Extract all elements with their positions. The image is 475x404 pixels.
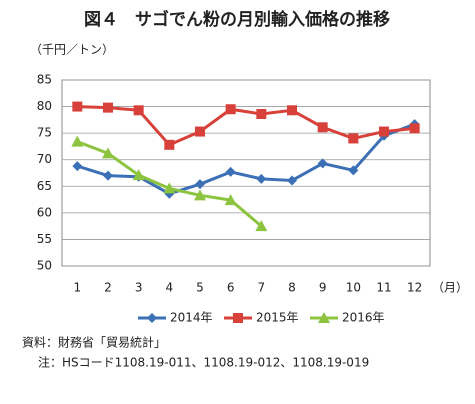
marker — [71, 135, 84, 147]
note: 注：HSコード1108.19-011、1108.19-012、1108.19-0… — [38, 355, 369, 370]
series-line — [76, 122, 416, 196]
note: 資料：財務省「貿易統計」 — [22, 335, 166, 350]
x-tick-label: 5 — [196, 281, 204, 295]
marker — [195, 126, 205, 137]
y-tick-label: 55 — [37, 232, 52, 246]
x-tick-label: 10 — [346, 281, 361, 295]
marker — [348, 133, 359, 144]
marker — [72, 161, 83, 172]
x-tick-label: 6 — [227, 281, 235, 295]
x-tick-label: 12 — [407, 281, 422, 295]
marker — [348, 165, 359, 176]
marker — [317, 122, 328, 133]
y-tick-label: 65 — [37, 179, 52, 193]
x-tick-label: 3 — [135, 281, 143, 295]
legend-label: 2015年 — [256, 311, 299, 325]
marker — [163, 182, 176, 194]
marker — [256, 109, 267, 120]
chart-title: 図４ サゴでん粉の月別輸入価格の推移 — [84, 9, 390, 30]
marker — [102, 147, 114, 159]
marker — [225, 104, 236, 115]
marker — [103, 170, 113, 181]
x-tick-label: 9 — [319, 281, 327, 295]
x-tick-label: 1 — [74, 281, 82, 295]
x-tick-label: 8 — [288, 281, 296, 295]
series-line — [77, 105, 415, 147]
marker — [132, 169, 145, 181]
x-axis-label: （月） — [432, 281, 468, 295]
marker — [103, 102, 113, 113]
y-axis-label: （千円／トン） — [30, 43, 114, 57]
marker — [255, 220, 268, 232]
marker — [72, 101, 83, 112]
y-tick-label: 50 — [37, 259, 52, 273]
marker — [318, 312, 330, 323]
x-tick-label: 7 — [258, 281, 266, 295]
marker — [225, 166, 236, 177]
marker — [256, 173, 267, 184]
marker — [133, 105, 144, 116]
x-tick-label: 2 — [104, 281, 112, 295]
y-tick-label: 75 — [37, 126, 52, 140]
marker — [287, 105, 297, 116]
marker — [164, 139, 175, 150]
marker — [224, 194, 237, 206]
x-tick-label: 4 — [166, 281, 174, 295]
marker — [317, 158, 328, 169]
legend-label: 2016年 — [342, 311, 385, 325]
y-tick-label: 60 — [37, 205, 52, 219]
marker — [379, 126, 389, 137]
marker — [409, 123, 420, 134]
marker — [233, 313, 243, 323]
y-tick-label: 80 — [37, 99, 52, 113]
marker — [147, 313, 157, 323]
y-tick-label: 70 — [37, 152, 52, 166]
legend-label: 2014年 — [170, 311, 213, 325]
y-tick-label: 85 — [37, 73, 52, 87]
marker — [195, 179, 205, 190]
x-tick-label: 11 — [376, 281, 391, 295]
marker — [287, 175, 297, 186]
marker — [194, 189, 206, 201]
